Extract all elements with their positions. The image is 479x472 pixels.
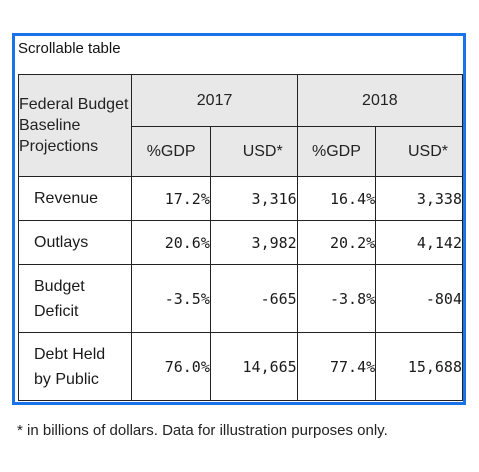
row-label: Outlays xyxy=(18,220,133,265)
table-row: Budget Deficit -3.5% -665 -3.8% -804 xyxy=(18,264,463,333)
table-cell: 16.4% xyxy=(296,176,377,221)
col-header-usd: USD* xyxy=(375,126,463,177)
col-header-pct-gdp: %GDP xyxy=(296,126,377,177)
col-header-usd: USD* xyxy=(209,126,298,177)
year-header-2017: 2017 xyxy=(131,74,298,127)
table-cell: 17.2% xyxy=(131,176,211,221)
table-viewport[interactable]: Federal Budget Baseline Projections 2017… xyxy=(18,74,463,402)
table-cell: -3.8% xyxy=(296,264,377,333)
col-header-pct-gdp: %GDP xyxy=(131,126,211,177)
corner-header: Federal Budget Baseline Projections xyxy=(18,74,133,177)
table-cell: 76.0% xyxy=(131,332,211,401)
table-cell: 4,142 xyxy=(375,220,463,265)
table-cell: 20.6% xyxy=(131,220,211,265)
table-cell: -804 xyxy=(375,264,463,333)
table-cell: 77.4% xyxy=(296,332,377,401)
year-header-2018: 2018 xyxy=(296,74,463,127)
footnote: * in billions of dollars. Data for illus… xyxy=(17,422,388,439)
table-row: Outlays 20.6% 3,982 20.2% 4,142 xyxy=(18,220,463,265)
table-cell: -665 xyxy=(209,264,298,333)
table-cell: 3,338 xyxy=(375,176,463,221)
table-cell: -3.5% xyxy=(131,264,211,333)
table-cell: 3,982 xyxy=(209,220,298,265)
row-label: Budget Deficit xyxy=(18,264,133,333)
row-label: Revenue xyxy=(18,176,133,221)
table-cell: 15,688 xyxy=(375,332,463,401)
row-label: Debt Held by Public xyxy=(18,332,133,401)
table-row: Revenue 17.2% 3,316 16.4% 3,338 xyxy=(18,176,463,221)
table-cell: 14,665 xyxy=(209,332,298,401)
table-caption: Scrollable table xyxy=(18,40,121,57)
table-row: Debt Held by Public 76.0% 14,665 77.4% 1… xyxy=(18,332,463,401)
table-cell: 3,316 xyxy=(209,176,298,221)
table-cell: 20.2% xyxy=(296,220,377,265)
scrollable-table-region[interactable]: Scrollable table Federal Budget Baseline… xyxy=(12,33,466,405)
budget-table: Federal Budget Baseline Projections 2017… xyxy=(18,74,463,401)
